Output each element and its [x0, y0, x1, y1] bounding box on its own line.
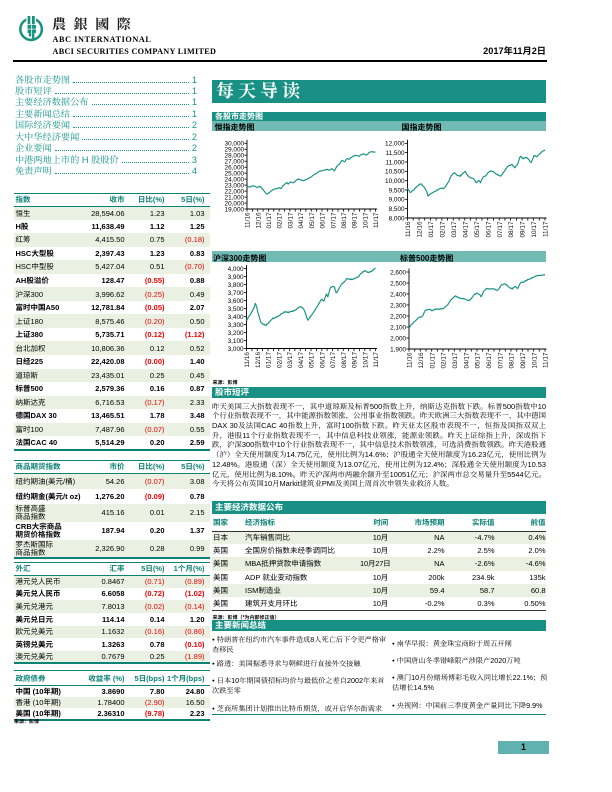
svg-text:20,000: 20,000 [225, 200, 245, 207]
svg-text:09/17: 09/17 [352, 352, 359, 368]
svg-text:3,400: 3,400 [228, 314, 244, 321]
svg-text:02/17: 02/17 [277, 212, 284, 228]
svg-text:30,000: 30,000 [225, 141, 245, 148]
svg-text:04/17: 04/17 [298, 352, 305, 368]
svg-text:05/17: 05/17 [475, 352, 482, 368]
svg-text:4,000: 4,000 [228, 266, 244, 273]
svg-text:07/17: 07/17 [330, 212, 337, 228]
svg-text:03/17: 03/17 [451, 221, 458, 237]
svg-text:28,000: 28,000 [225, 153, 245, 160]
svg-text:08/17: 08/17 [341, 352, 348, 368]
svg-text:01/17: 01/17 [266, 352, 273, 368]
svg-text:2,300: 2,300 [390, 302, 406, 309]
svg-text:10/17: 10/17 [362, 352, 369, 368]
svg-text:3,200: 3,200 [228, 330, 244, 337]
svg-text:11,000: 11,000 [386, 159, 406, 166]
svg-text:12/16: 12/16 [418, 352, 425, 368]
svg-text:12/16: 12/16 [255, 352, 262, 368]
svg-text:09/17: 09/17 [352, 212, 359, 228]
svg-text:2,100: 2,100 [390, 324, 406, 331]
svg-text:2,000: 2,000 [390, 335, 406, 342]
svg-text:01/17: 01/17 [429, 352, 436, 368]
svg-text:09/17: 09/17 [520, 221, 527, 237]
svg-text:27,000: 27,000 [225, 159, 245, 166]
svg-text:01/17: 01/17 [428, 221, 435, 237]
svg-text:3,800: 3,800 [228, 282, 244, 289]
svg-text:23,000: 23,000 [225, 182, 245, 189]
svg-text:10,500: 10,500 [385, 169, 405, 176]
svg-text:29,000: 29,000 [225, 147, 245, 154]
svg-text:11,500: 11,500 [386, 150, 406, 157]
svg-text:3,600: 3,600 [228, 298, 244, 305]
svg-text:05/17: 05/17 [309, 212, 316, 228]
svg-text:3,300: 3,300 [228, 322, 244, 329]
svg-text:2,400: 2,400 [390, 291, 406, 298]
svg-text:8,500: 8,500 [389, 206, 405, 213]
svg-text:02/17: 02/17 [276, 352, 283, 368]
svg-text:24,000: 24,000 [225, 176, 245, 183]
svg-text:04/17: 04/17 [298, 212, 305, 228]
svg-text:03/17: 03/17 [287, 212, 294, 228]
svg-text:11/17: 11/17 [373, 352, 380, 368]
svg-text:09/17: 09/17 [520, 352, 527, 368]
svg-text:9,500: 9,500 [389, 187, 405, 194]
svg-text:07/17: 07/17 [497, 352, 504, 368]
svg-text:06/17: 06/17 [319, 352, 326, 368]
svg-text:8,000: 8,000 [389, 215, 405, 222]
svg-text:12/16: 12/16 [255, 212, 262, 228]
svg-text:25,000: 25,000 [225, 171, 245, 178]
svg-text:3,700: 3,700 [228, 290, 244, 297]
svg-text:3,900: 3,900 [228, 274, 244, 281]
svg-text:05/17: 05/17 [309, 352, 316, 368]
svg-text:03/17: 03/17 [287, 352, 294, 368]
svg-text:2,500: 2,500 [390, 280, 406, 287]
svg-text:06/17: 06/17 [485, 221, 492, 237]
svg-text:04/17: 04/17 [462, 221, 469, 237]
svg-text:08/17: 08/17 [341, 212, 348, 228]
svg-text:10/17: 10/17 [531, 221, 538, 237]
svg-text:3,500: 3,500 [228, 306, 244, 313]
svg-text:19,000: 19,000 [225, 206, 245, 213]
svg-text:9,000: 9,000 [389, 197, 405, 204]
svg-text:11/17: 11/17 [543, 221, 550, 237]
svg-text:22,000: 22,000 [225, 188, 245, 195]
svg-text:11/17: 11/17 [543, 352, 550, 368]
svg-text:10/17: 10/17 [362, 212, 369, 228]
svg-text:26,000: 26,000 [225, 165, 245, 172]
svg-text:07/17: 07/17 [497, 221, 504, 237]
svg-text:11/16: 11/16 [405, 221, 412, 237]
svg-text:08/17: 08/17 [508, 221, 515, 237]
svg-text:05/17: 05/17 [474, 221, 481, 237]
svg-text:21,000: 21,000 [225, 194, 245, 201]
svg-text:02/17: 02/17 [440, 221, 447, 237]
svg-text:2,600: 2,600 [390, 269, 406, 276]
svg-text:04/17: 04/17 [463, 352, 470, 368]
svg-text:11/16: 11/16 [245, 212, 252, 228]
svg-text:11/16: 11/16 [244, 352, 251, 368]
svg-text:10/17: 10/17 [531, 352, 538, 368]
svg-text:06/17: 06/17 [320, 212, 327, 228]
svg-text:10,000: 10,000 [385, 178, 405, 185]
svg-text:11/16: 11/16 [407, 352, 414, 368]
svg-text:02/17: 02/17 [441, 352, 448, 368]
svg-text:3,000: 3,000 [228, 346, 244, 353]
svg-text:07/17: 07/17 [330, 352, 337, 368]
svg-text:3,100: 3,100 [228, 338, 244, 345]
svg-text:01/17: 01/17 [266, 212, 273, 228]
svg-text:1,900: 1,900 [390, 346, 406, 353]
svg-text:12,000: 12,000 [385, 141, 405, 148]
svg-text:06/17: 06/17 [486, 352, 493, 368]
svg-text:2,200: 2,200 [390, 313, 406, 320]
svg-text:03/17: 03/17 [452, 352, 459, 368]
svg-text:11/17: 11/17 [373, 212, 380, 228]
svg-text:12/16: 12/16 [417, 221, 424, 237]
svg-text:08/17: 08/17 [509, 352, 516, 368]
